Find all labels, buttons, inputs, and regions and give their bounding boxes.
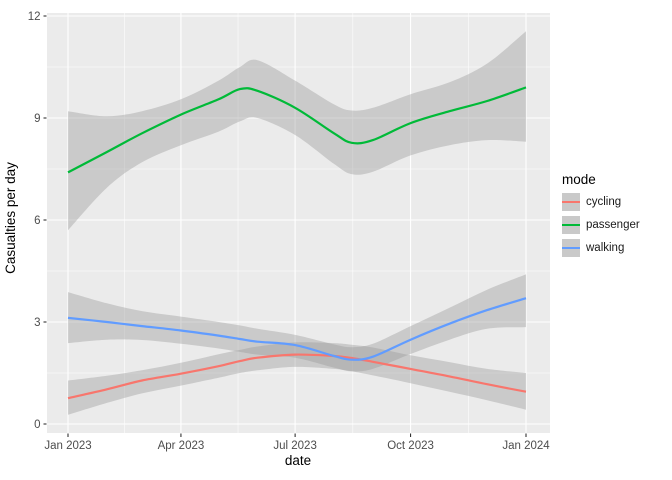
confidence-band-passenger [68, 31, 526, 231]
confidence-band-cycling [68, 342, 526, 415]
x-axis-title: date [285, 453, 311, 468]
panel-background [47, 13, 550, 433]
series-line-passenger [67, 86, 527, 174]
legend-key-cycling-icon [562, 193, 580, 211]
x-tick-label: Jan 2024 [502, 440, 550, 452]
y-tick-label: 9 [34, 113, 40, 125]
legend-item-walking: walking [562, 239, 672, 257]
legend-key-walking-icon [562, 239, 580, 257]
y-axis-title: Casualties per day [3, 162, 18, 274]
y-tick-labels: 0 3 6 9 12 [28, 11, 41, 431]
legend: mode cycling passenger walking [562, 172, 672, 262]
x-tick-labels: Jan 2023 Apr 2023 Jul 2023 Oct 2023 Jan 2024 [44, 440, 550, 452]
gridlines-minor [47, 13, 550, 433]
legend-item-passenger: passenger [562, 216, 672, 234]
axis-ticks [43, 15, 527, 437]
series-line-cycling [67, 353, 527, 400]
plot-panel: Jan 2023 Apr 2023 Jul 2023 Oct 2023 Jan 2024… [28, 11, 551, 452]
x-tick-label: Jul 2023 [273, 440, 316, 452]
y-tick-label: 0 [34, 419, 40, 431]
confidence-band-walking [68, 274, 526, 372]
series-lines [67, 86, 527, 400]
y-tick-label: 12 [28, 11, 41, 23]
y-tick-label: 3 [34, 317, 40, 329]
legend-item-label: cycling [586, 196, 622, 208]
x-tick-label: Apr 2023 [158, 440, 205, 452]
gridlines-major [47, 13, 550, 433]
confidence-bands [68, 31, 526, 415]
legend-item-cycling: cycling [562, 193, 672, 211]
legend-key-passenger-icon [562, 216, 580, 234]
y-tick-label: 6 [34, 215, 40, 227]
series-line-walking [67, 297, 527, 361]
x-tick-label: Oct 2023 [387, 440, 434, 452]
legend-item-label: passenger [586, 219, 640, 231]
legend-title: mode [562, 172, 596, 187]
legend-item-label: walking [586, 242, 625, 254]
x-tick-label: Jan 2023 [44, 440, 91, 452]
